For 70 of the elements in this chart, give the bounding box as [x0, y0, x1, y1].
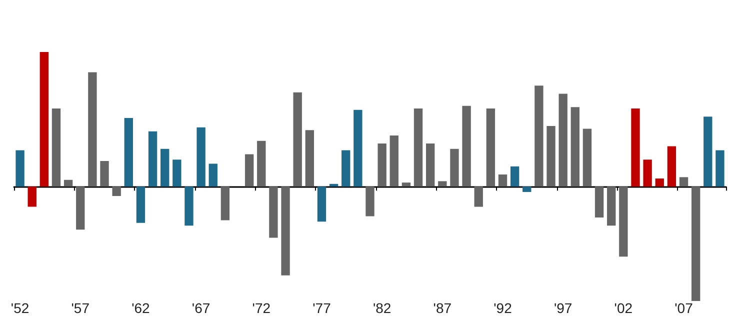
bar	[366, 186, 374, 216]
bar	[64, 180, 73, 187]
bar	[667, 146, 676, 187]
bar	[220, 186, 230, 220]
bar	[88, 72, 97, 187]
bar	[160, 148, 170, 187]
bar	[426, 144, 435, 187]
bar	[546, 126, 556, 187]
bar	[378, 144, 386, 187]
bar	[269, 186, 278, 238]
bar	[52, 108, 61, 187]
bar	[522, 186, 532, 192]
bar	[172, 160, 182, 187]
bar	[462, 106, 471, 187]
x-tick-label: '07	[674, 300, 694, 316]
bar	[607, 186, 616, 226]
bar	[208, 164, 218, 187]
bar	[342, 150, 350, 187]
x-tick-label: '97	[554, 300, 572, 316]
bar	[354, 110, 362, 187]
bar	[438, 181, 447, 187]
bar	[691, 186, 700, 301]
bar	[124, 118, 133, 187]
bar	[510, 166, 520, 187]
bar	[76, 186, 85, 230]
x-tick-label: '87	[433, 300, 452, 316]
bar	[402, 182, 411, 187]
bar	[486, 108, 496, 187]
bar	[112, 186, 121, 196]
bar	[643, 160, 652, 187]
x-tick-label: '67	[192, 300, 210, 316]
bar	[329, 184, 338, 187]
bar	[16, 150, 24, 187]
bar	[474, 186, 483, 207]
bar	[136, 186, 146, 223]
bar	[100, 161, 109, 187]
bar	[679, 177, 688, 187]
bar	[570, 107, 580, 187]
bar	[40, 52, 49, 187]
x-tick-label: '77	[312, 300, 332, 316]
bar	[631, 108, 640, 187]
bar	[498, 174, 508, 187]
bar	[619, 186, 628, 257]
bar	[558, 94, 568, 187]
bar	[293, 92, 302, 187]
x-tick-label: '92	[494, 300, 512, 316]
bar	[148, 131, 158, 187]
x-tick-label: '52	[10, 300, 30, 316]
bar	[28, 186, 36, 207]
bar	[414, 108, 423, 187]
x-tick-label: '72	[252, 300, 271, 316]
x-tick-label: '62	[132, 300, 150, 316]
bar	[305, 130, 314, 187]
bar	[281, 186, 290, 276]
bar	[704, 116, 712, 187]
bar	[655, 178, 664, 187]
bar	[716, 150, 724, 187]
bar	[317, 186, 326, 222]
x-tick-label: '57	[71, 300, 90, 316]
bar	[534, 86, 544, 187]
bar	[257, 140, 266, 187]
bar	[184, 186, 194, 226]
bar	[450, 148, 459, 187]
bar	[582, 128, 592, 187]
x-tick-label: '82	[372, 300, 392, 316]
bar	[244, 154, 254, 187]
x-tick-label: '02	[614, 300, 633, 316]
bar	[594, 186, 604, 218]
bar	[196, 127, 206, 187]
bar	[390, 135, 398, 187]
